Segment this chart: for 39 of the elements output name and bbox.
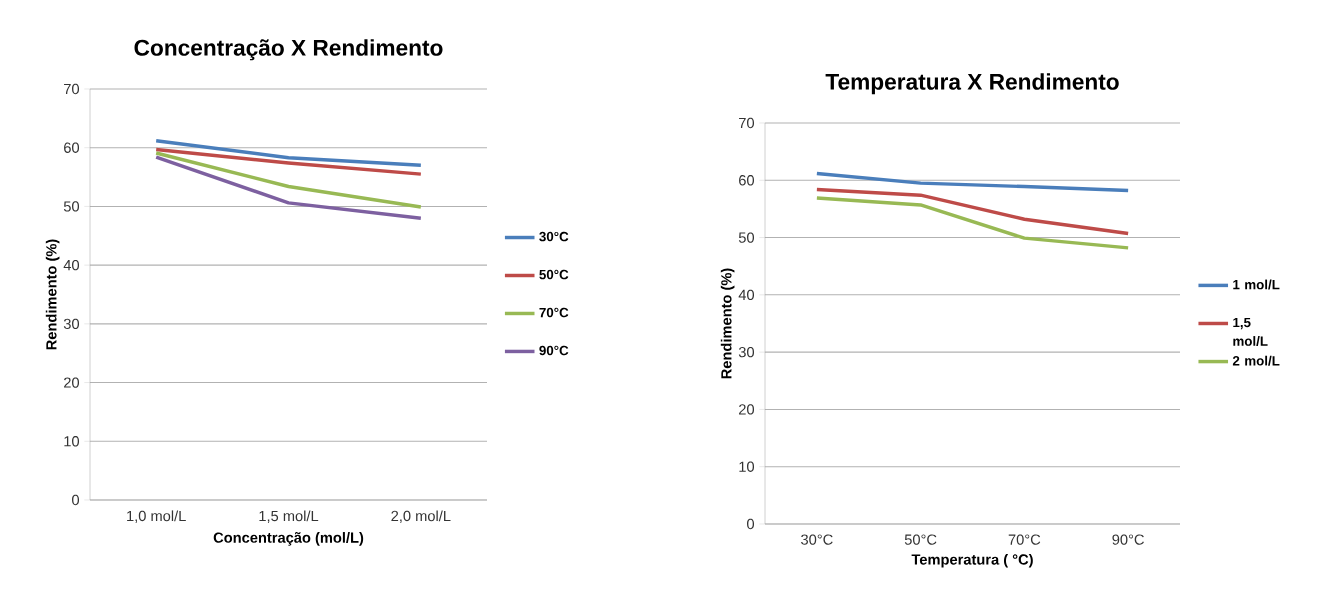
x-tick-label: 30°C — [801, 534, 833, 545]
y-tick-label: 20 — [64, 377, 80, 388]
y-tick-label: 50 — [63, 201, 80, 212]
x-axis-title: Temperatura ( °C) — [911, 553, 1033, 568]
y-tick-label: 40 — [738, 289, 755, 301]
y-tick-label: 20 — [739, 404, 755, 415]
x-tick-label: 70°C — [1008, 534, 1041, 545]
y-tick-label: 30 — [63, 318, 80, 330]
x-tick-label: 1,0 mol/L — [127, 510, 186, 523]
legend-label: 1,5 mol/L — [1233, 317, 1268, 347]
legend-label: 1 mol/L — [1233, 279, 1280, 290]
y-axis-title: Rendimento (%) — [45, 239, 60, 350]
chart-title: Concentração X Rendimento — [134, 39, 443, 61]
x-tick-label: 50°C — [904, 534, 937, 545]
y-tick-label: 50 — [738, 232, 755, 243]
legend-label: 90°C — [539, 345, 569, 356]
y-tick-label: 0 — [747, 518, 755, 530]
line-series — [815, 187, 1130, 236]
chart-title: Temperatura X Rendimento — [825, 73, 1119, 95]
y-tick-label: 60 — [64, 142, 80, 153]
legend-label: 50°C — [539, 269, 569, 280]
y-axis-title: Rendimento (%) — [720, 268, 735, 379]
y-tick-label: 70 — [64, 83, 80, 95]
line-series — [815, 171, 1130, 193]
x-tick-label: 90°C — [1112, 534, 1144, 545]
x-tick-label: 2,0 mol/L — [391, 510, 451, 523]
y-tick-label: 70 — [739, 117, 755, 129]
y-tick-label: 10 — [64, 436, 80, 447]
legend-label: 2 mol/L — [1232, 355, 1280, 366]
y-tick-label: 0 — [72, 494, 80, 506]
x-axis-title: Concentração (mol/L) — [213, 532, 364, 546]
y-tick-label: 60 — [739, 175, 755, 186]
legend-label: 30°C — [539, 231, 569, 242]
y-tick-label: 40 — [63, 259, 80, 271]
legend-label: 70°C — [539, 307, 569, 318]
x-tick-label: 1,5 mol/L — [259, 510, 319, 523]
y-tick-label: 10 — [739, 461, 755, 472]
y-tick-label: 30 — [738, 346, 755, 358]
line-series — [815, 196, 1130, 250]
